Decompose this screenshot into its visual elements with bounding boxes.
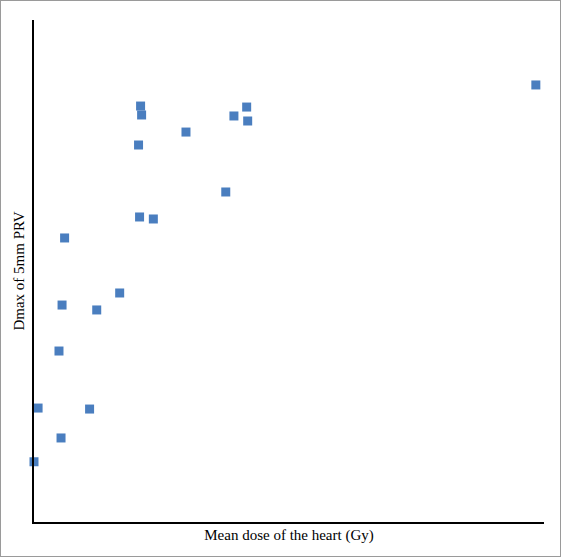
svg-text:Dmax of 5mm PRV: Dmax of 5mm PRV bbox=[11, 211, 27, 330]
svg-text:Mean dose of the heart (Gy): Mean dose of the heart (Gy) bbox=[204, 527, 374, 544]
